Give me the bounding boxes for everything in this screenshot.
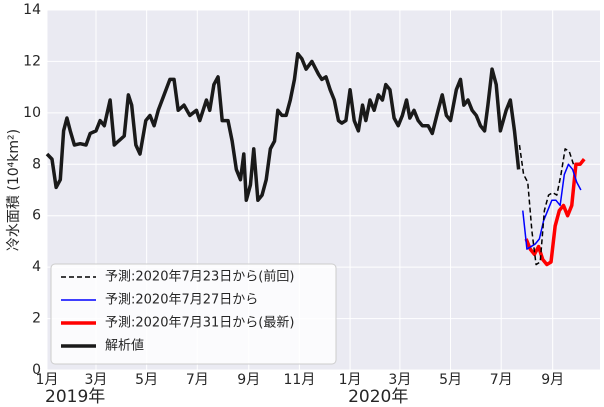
lines — [45, 51, 586, 267]
x-tick-label: 1月 — [36, 372, 59, 388]
x-tick-label: 9月 — [541, 372, 564, 388]
series-line — [518, 144, 575, 266]
y-axis-label: 冷水面積 (10⁴km²) — [6, 129, 22, 251]
x-tick-label: 7月 — [186, 372, 209, 388]
x-tick-label: 3月 — [388, 372, 411, 388]
series-line — [524, 158, 586, 267]
y-tick-label: 12 — [23, 53, 41, 69]
y-tick-label: 8 — [32, 156, 41, 172]
x-tick-label: 7月 — [490, 372, 513, 388]
x-tick-label: 5月 — [135, 372, 158, 388]
y-tick-label: 0 — [32, 362, 41, 378]
legend-label: 解析値 — [105, 338, 144, 354]
legend-label: 予測:2020年7月31日から(最新) — [105, 315, 294, 331]
x-tick-label: 9月 — [237, 372, 260, 388]
x-tick-label: 5月 — [439, 372, 462, 388]
legend-label: 予測:2020年7月23日から(前回) — [105, 269, 294, 285]
series-line — [522, 163, 582, 250]
legend-box — [50, 263, 337, 365]
legend: 予測:2020年7月23日から(前回) 予測:2020年7月27日から予測:202… — [50, 263, 337, 365]
x-tick-label: 11月 — [284, 372, 316, 388]
year-label: 2019年 — [45, 387, 105, 407]
y-tick-label: 2 — [32, 311, 41, 327]
y-tick-label: 4 — [32, 259, 41, 275]
y-tick-label: 6 — [32, 208, 41, 224]
series-line — [45, 51, 521, 203]
year-label: 2020年 — [348, 387, 408, 407]
legend-label: 予測:2020年7月27日から — [105, 293, 258, 308]
y-tick-label: 10 — [23, 105, 41, 121]
x-tick-label: 1月 — [339, 372, 362, 388]
x-tick-label: 3月 — [85, 372, 108, 388]
y-tick-label: 14 — [23, 2, 41, 18]
